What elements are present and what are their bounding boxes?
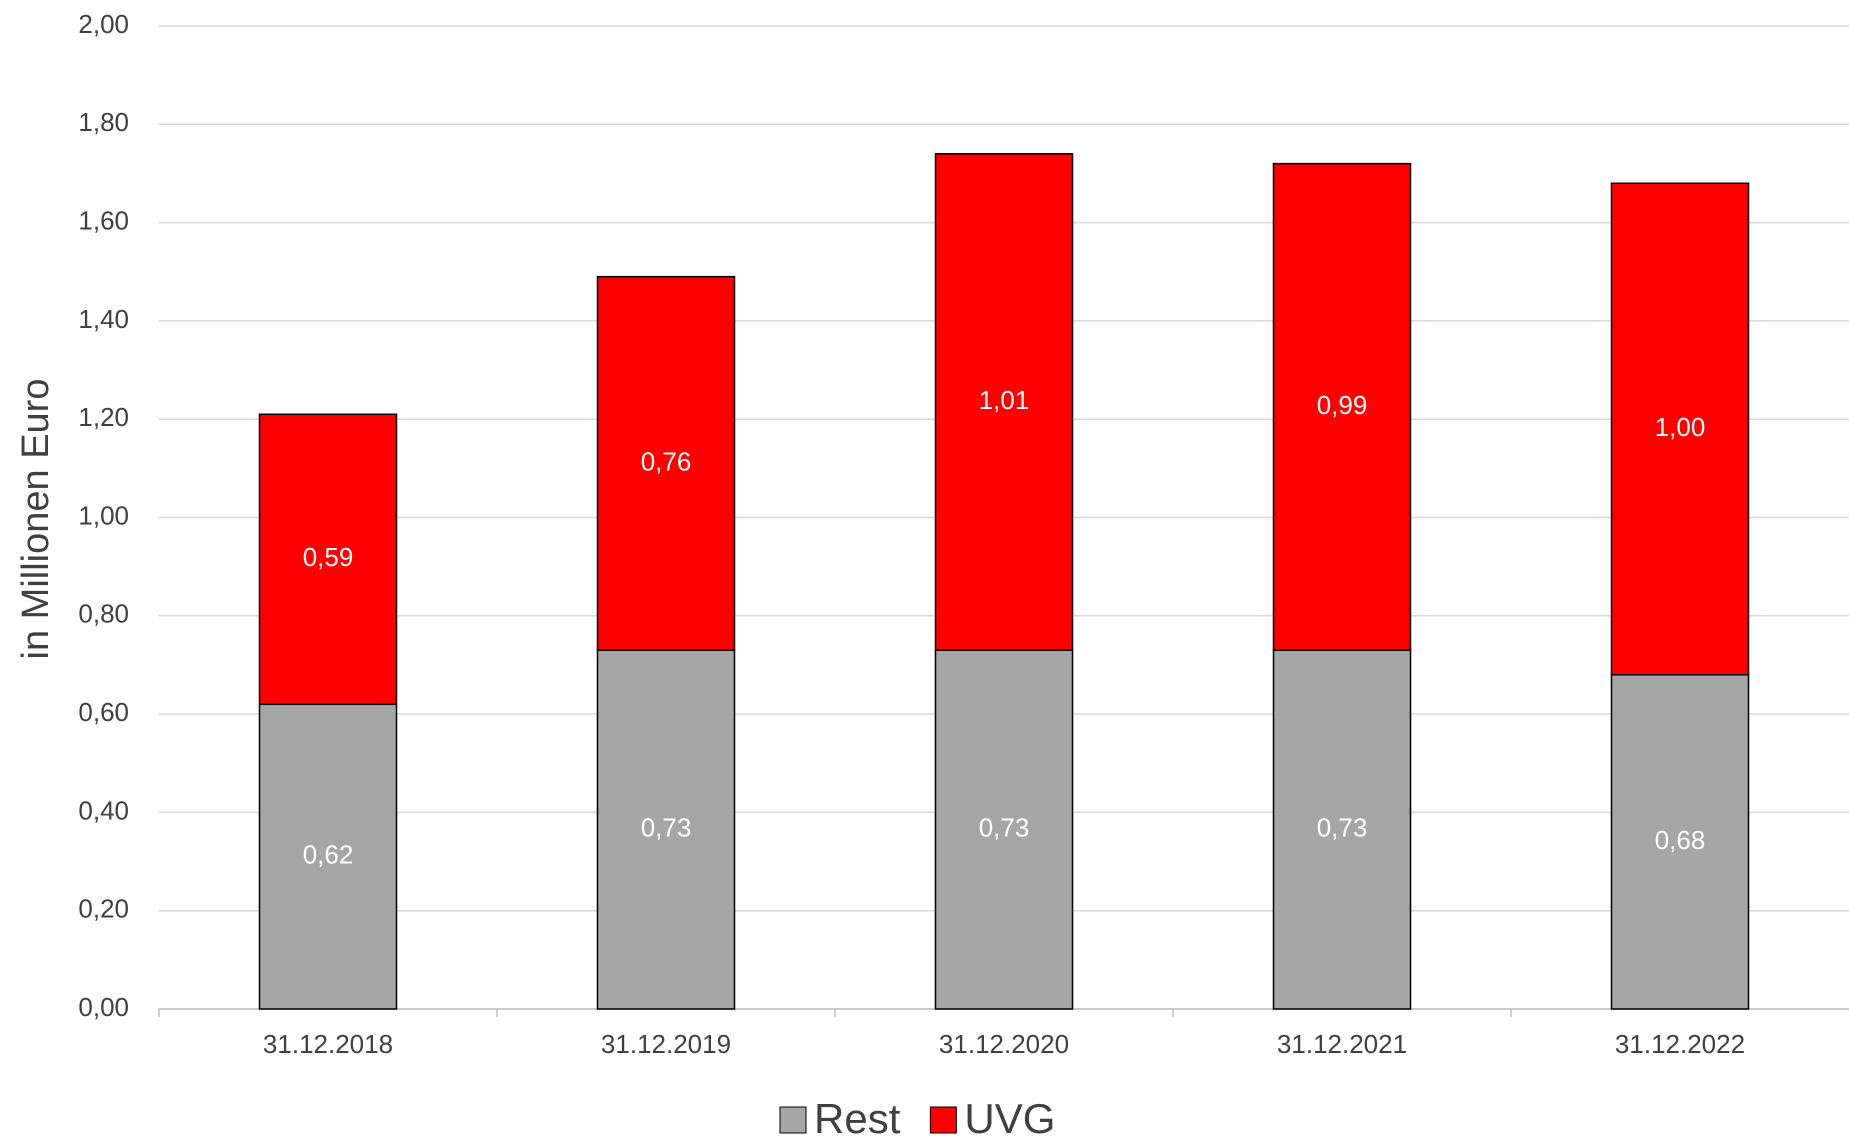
data-label: 0,73 <box>641 812 692 842</box>
bar-segment <box>934 153 1074 651</box>
bar-segment <box>1272 162 1412 651</box>
y-tick-label: 1,40 <box>78 304 129 334</box>
bar-segment <box>596 275 736 651</box>
x-tick-label: 31.12.2022 <box>1615 1029 1745 1059</box>
legend-swatch <box>929 1106 957 1134</box>
data-label: 0,59 <box>303 542 354 572</box>
data-label: 0,99 <box>1317 390 1368 420</box>
x-tick-label: 31.12.2018 <box>263 1029 393 1059</box>
y-tick-label: 0,80 <box>78 599 129 629</box>
bar-segment <box>934 649 1074 1010</box>
y-tick-label: 1,80 <box>78 107 129 137</box>
bar-segment <box>258 413 398 706</box>
bar-segment <box>258 703 398 1010</box>
data-label: 0,73 <box>1317 812 1368 842</box>
x-tick-label: 31.12.2020 <box>939 1029 1069 1059</box>
x-tick-label: 31.12.2019 <box>601 1029 731 1059</box>
bar-segment <box>1610 674 1750 1010</box>
x-tick-label: 31.12.2021 <box>1277 1029 1407 1059</box>
data-label: 1,01 <box>979 385 1030 415</box>
y-tick-label: 0,20 <box>78 894 129 924</box>
data-label: 0,73 <box>979 812 1030 842</box>
y-tick-label: 0,40 <box>78 795 129 825</box>
y-axis-label: in Millionen Euro <box>15 379 57 660</box>
y-tick-label: 1,20 <box>78 402 129 432</box>
data-label: 0,62 <box>303 840 354 870</box>
y-tick-label: 0,60 <box>78 697 129 727</box>
bar-segment <box>596 649 736 1010</box>
y-tick-label: 1,60 <box>78 205 129 235</box>
data-label: 1,00 <box>1655 412 1706 442</box>
y-tick-label: 0,00 <box>78 992 129 1022</box>
legend-swatch <box>779 1106 807 1134</box>
data-label: 0,76 <box>641 446 692 476</box>
y-tick-label: 2,00 <box>78 9 129 39</box>
legend-label: Rest <box>814 1095 901 1141</box>
bar-segment <box>1610 182 1750 676</box>
legend-label: UVG <box>964 1095 1055 1141</box>
data-label: 0,68 <box>1655 825 1706 855</box>
y-tick-label: 1,00 <box>78 500 129 530</box>
